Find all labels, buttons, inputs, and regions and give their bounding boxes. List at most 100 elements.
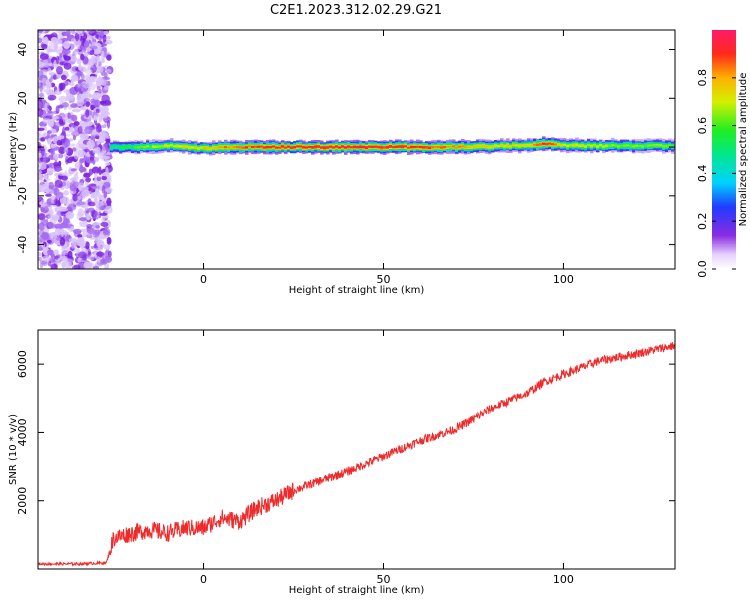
spectrogram-noise-cell xyxy=(76,201,86,206)
spectrogram-noise-cell xyxy=(92,222,102,226)
spectrogram-cell xyxy=(557,143,561,146)
spectrogram-cell xyxy=(149,145,153,149)
spectrogram-noise-cell xyxy=(42,59,49,68)
spectrogram-noise-cell xyxy=(38,239,43,248)
spectrogram-noise-cell xyxy=(52,115,60,120)
spectrogram-cell xyxy=(329,145,333,148)
spectrogram-noise-cell xyxy=(56,237,61,241)
spectrogram-cell xyxy=(425,146,429,149)
spectrogram-noise-cell xyxy=(67,250,73,259)
spectrogram-cell xyxy=(464,146,468,149)
spectrogram-noise-cell xyxy=(79,220,88,227)
spectrogram-cell xyxy=(212,146,216,149)
spectrogram-noise-cell xyxy=(100,150,107,158)
spectrogram-noise-cell xyxy=(47,67,52,73)
spectrogram-cell xyxy=(119,146,123,149)
spectrogram-noise-cell xyxy=(70,126,74,133)
spectrogram-cell xyxy=(650,144,654,147)
spectrogram-noise-cell xyxy=(100,221,109,227)
spectrogram-cell xyxy=(566,144,570,148)
spectrogram-cell xyxy=(524,144,528,147)
spectrogram-noise-cell xyxy=(88,183,97,187)
spectrogram-noise-cell xyxy=(105,179,112,183)
spectrogram-cell xyxy=(578,144,582,147)
spectrogram-noise-cell xyxy=(70,81,75,87)
spectrogram-noise-cell xyxy=(65,211,75,220)
spectrogram-noise-cell xyxy=(69,55,78,62)
spectrogram-noise-cell xyxy=(79,66,87,73)
spectrogram-cell xyxy=(281,145,285,148)
spectrogram-noise-cell xyxy=(63,55,71,61)
spectrogram-cell xyxy=(617,145,621,148)
spectrogram-cell xyxy=(389,145,393,148)
spectrogram-cell xyxy=(569,144,573,147)
spectrogram-noise-cell xyxy=(42,111,47,117)
spectrogram-noise-cell xyxy=(92,130,97,135)
spectrogram-ytick-label: -20 xyxy=(16,187,29,205)
spectrogram-cell xyxy=(191,146,195,149)
spectrogram-noise-cell xyxy=(78,182,85,191)
spectrogram-noise-cell xyxy=(70,74,79,82)
spectrogram-noise-cell xyxy=(60,74,67,81)
spectrogram-noise-cell xyxy=(46,112,54,117)
spectrogram-cell xyxy=(410,145,414,149)
spectrogram-noise-cell xyxy=(73,173,79,182)
spectrogram-noise-cell xyxy=(67,203,77,211)
spectrogram-noise-cell xyxy=(47,130,52,135)
spectrogram-noise-cell xyxy=(95,188,99,195)
spectrogram-noise-cell xyxy=(95,125,102,133)
spectrogram-noise-cell xyxy=(96,251,105,257)
spectrogram-noise-cell xyxy=(38,213,46,221)
spectrogram-noise-cell xyxy=(54,255,59,260)
spectrogram-noise-cell xyxy=(92,147,98,154)
spectrogram-cell xyxy=(560,144,564,147)
spectrogram-noise-cell xyxy=(90,210,98,218)
spectrogram-noise-cell xyxy=(81,189,90,197)
spectrogram-noise-cell xyxy=(83,261,93,269)
spectrogram-cell xyxy=(584,145,588,148)
spectrogram-noise-cell xyxy=(44,176,49,181)
spectrogram-noise-cell xyxy=(92,265,100,269)
spectrogram-cell xyxy=(449,145,453,148)
spectrogram-noise-cell xyxy=(92,92,101,100)
spectrogram-noise-cell xyxy=(87,201,97,207)
spectrogram-noise-cell xyxy=(48,77,53,83)
spectrogram-noise-cell xyxy=(53,153,59,160)
spectrogram-cell xyxy=(590,144,594,148)
spectrogram-noise-cell xyxy=(77,208,85,218)
spectrogram-noise-cell xyxy=(106,54,112,61)
spectrogram-cell xyxy=(284,146,288,149)
spectrogram-noise-cell xyxy=(38,127,45,131)
spectrogram-cell xyxy=(230,146,234,149)
spectrogram-noise-cell xyxy=(41,77,47,86)
colorbar-tick-label: 0.4 xyxy=(696,165,709,183)
spectrogram-cell xyxy=(428,146,432,149)
spectrogram-cell xyxy=(272,145,276,148)
spectrogram-noise-cell xyxy=(84,125,93,135)
spectrogram-cell xyxy=(209,147,213,150)
spectrogram-noise-cell xyxy=(39,84,44,93)
spectrogram-noise-cell xyxy=(100,59,106,64)
spectrogram-cell xyxy=(521,144,525,147)
spectrogram-noise-cell xyxy=(76,93,85,103)
spectrogram-noise-cell xyxy=(88,83,97,91)
spectrogram-cell xyxy=(500,144,504,147)
spectrogram-cell xyxy=(509,145,513,148)
spectrogram-noise-cell xyxy=(95,34,99,39)
spectrogram-cell xyxy=(638,145,642,147)
spectrogram-cell xyxy=(110,146,114,149)
spectrogram-noise-cell xyxy=(72,193,78,202)
spectrogram-cell xyxy=(314,145,318,148)
spectrogram-noise-cell xyxy=(56,66,63,75)
spectrogram-cell xyxy=(629,144,633,148)
spectrogram-cell xyxy=(374,145,378,148)
spectrogram-noise-cell xyxy=(45,189,50,194)
spectrogram-noise-cell xyxy=(40,148,45,152)
snr-xtick-label: 100 xyxy=(553,573,574,586)
spectrogram-noise-cell xyxy=(100,50,105,57)
spectrogram-cell xyxy=(527,144,531,147)
spectrogram-noise-cell xyxy=(61,261,66,269)
spectrogram-cell xyxy=(188,146,192,149)
spectrogram-cell xyxy=(125,145,129,149)
spectrogram-noise-cell xyxy=(55,45,59,50)
